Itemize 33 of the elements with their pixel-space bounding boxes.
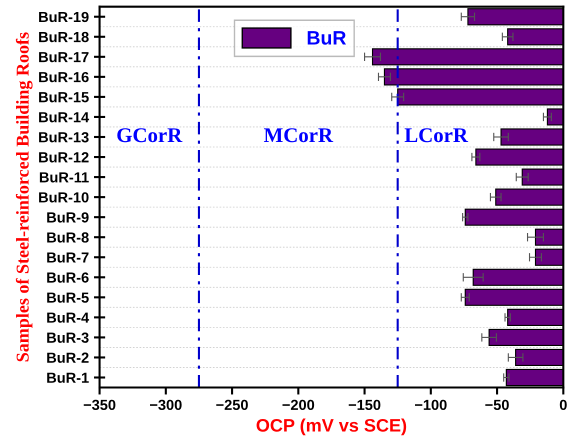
y-tick-label: BuR-12 xyxy=(39,152,89,162)
x-tick-label: −300 xyxy=(150,400,182,410)
y-tick-label: BuR-15 xyxy=(39,92,89,102)
legend-label: BuR xyxy=(308,31,346,45)
y-tick-label: BuR-14 xyxy=(39,112,90,122)
x-tick-label: −100 xyxy=(414,400,447,410)
y-tick-label: BuR-9 xyxy=(47,212,89,223)
x-tick-label: 0 xyxy=(560,400,567,410)
y-tick-label: BuR-17 xyxy=(39,52,89,62)
y-tick-label: BuR-8 xyxy=(47,232,89,243)
x-tick-label: −350 xyxy=(84,400,116,410)
annotation: GCorR xyxy=(117,128,182,142)
y-tick-label: BuR-3 xyxy=(47,332,89,343)
y-tick-label: BuR-1 xyxy=(47,372,89,383)
annotation: LCorR xyxy=(404,128,468,142)
y-tick-label: BuR-5 xyxy=(47,292,89,303)
y-tick-label: BuR-2 xyxy=(47,352,89,363)
y-tick-label: BuR-19 xyxy=(39,12,89,22)
x-tick-label: −250 xyxy=(216,400,248,410)
x-tick-label: −50 xyxy=(485,400,509,410)
y-tick-label: BuR-13 xyxy=(39,132,89,142)
y-axis-title: Samples of Steel-reinforced Building Roofs xyxy=(16,32,33,362)
y-tick-label: BuR-10 xyxy=(39,192,89,203)
annotation: MCorR xyxy=(264,128,334,142)
y-tick-label: BuR-18 xyxy=(39,32,89,42)
x-tick-label: −200 xyxy=(282,400,314,410)
x-tick-label: −150 xyxy=(348,400,380,410)
x-axis-title: OCP (mV vs SCE) xyxy=(256,418,406,436)
y-tick-label: BuR-11 xyxy=(40,172,89,183)
y-tick-label: BuR-4 xyxy=(47,312,90,323)
y-tick-label: BuR-6 xyxy=(47,272,89,283)
y-tick-label: BuR-16 xyxy=(39,72,89,82)
y-tick-label: BuR-7 xyxy=(47,252,89,263)
